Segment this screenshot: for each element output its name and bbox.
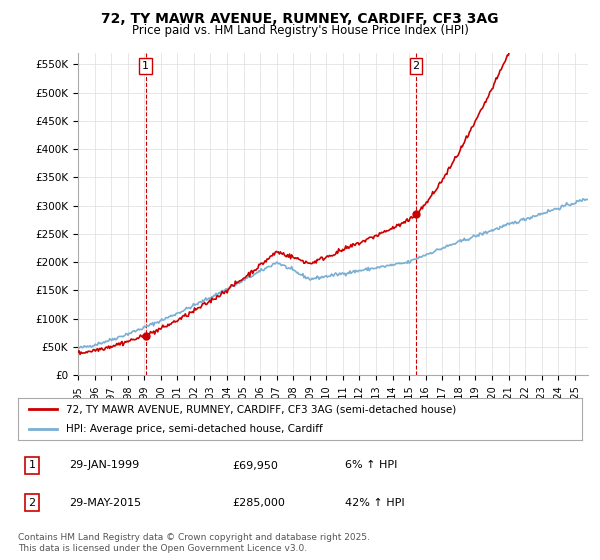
Text: 29-MAY-2015: 29-MAY-2015 [69, 498, 141, 507]
Text: Contains HM Land Registry data © Crown copyright and database right 2025.
This d: Contains HM Land Registry data © Crown c… [18, 533, 370, 553]
Text: 2: 2 [29, 498, 35, 507]
Text: 1: 1 [142, 61, 149, 71]
Text: 42% ↑ HPI: 42% ↑ HPI [345, 498, 405, 507]
Text: 6% ↑ HPI: 6% ↑ HPI [345, 460, 397, 470]
Text: 1: 1 [29, 460, 35, 470]
Text: £285,000: £285,000 [232, 498, 285, 507]
Text: 72, TY MAWR AVENUE, RUMNEY, CARDIFF, CF3 3AG: 72, TY MAWR AVENUE, RUMNEY, CARDIFF, CF3… [101, 12, 499, 26]
Text: Price paid vs. HM Land Registry's House Price Index (HPI): Price paid vs. HM Land Registry's House … [131, 24, 469, 37]
Text: £69,950: £69,950 [232, 460, 278, 470]
Text: HPI: Average price, semi-detached house, Cardiff: HPI: Average price, semi-detached house,… [66, 424, 323, 434]
Text: 29-JAN-1999: 29-JAN-1999 [69, 460, 139, 470]
Text: 72, TY MAWR AVENUE, RUMNEY, CARDIFF, CF3 3AG (semi-detached house): 72, TY MAWR AVENUE, RUMNEY, CARDIFF, CF3… [66, 404, 456, 414]
Text: 2: 2 [412, 61, 419, 71]
